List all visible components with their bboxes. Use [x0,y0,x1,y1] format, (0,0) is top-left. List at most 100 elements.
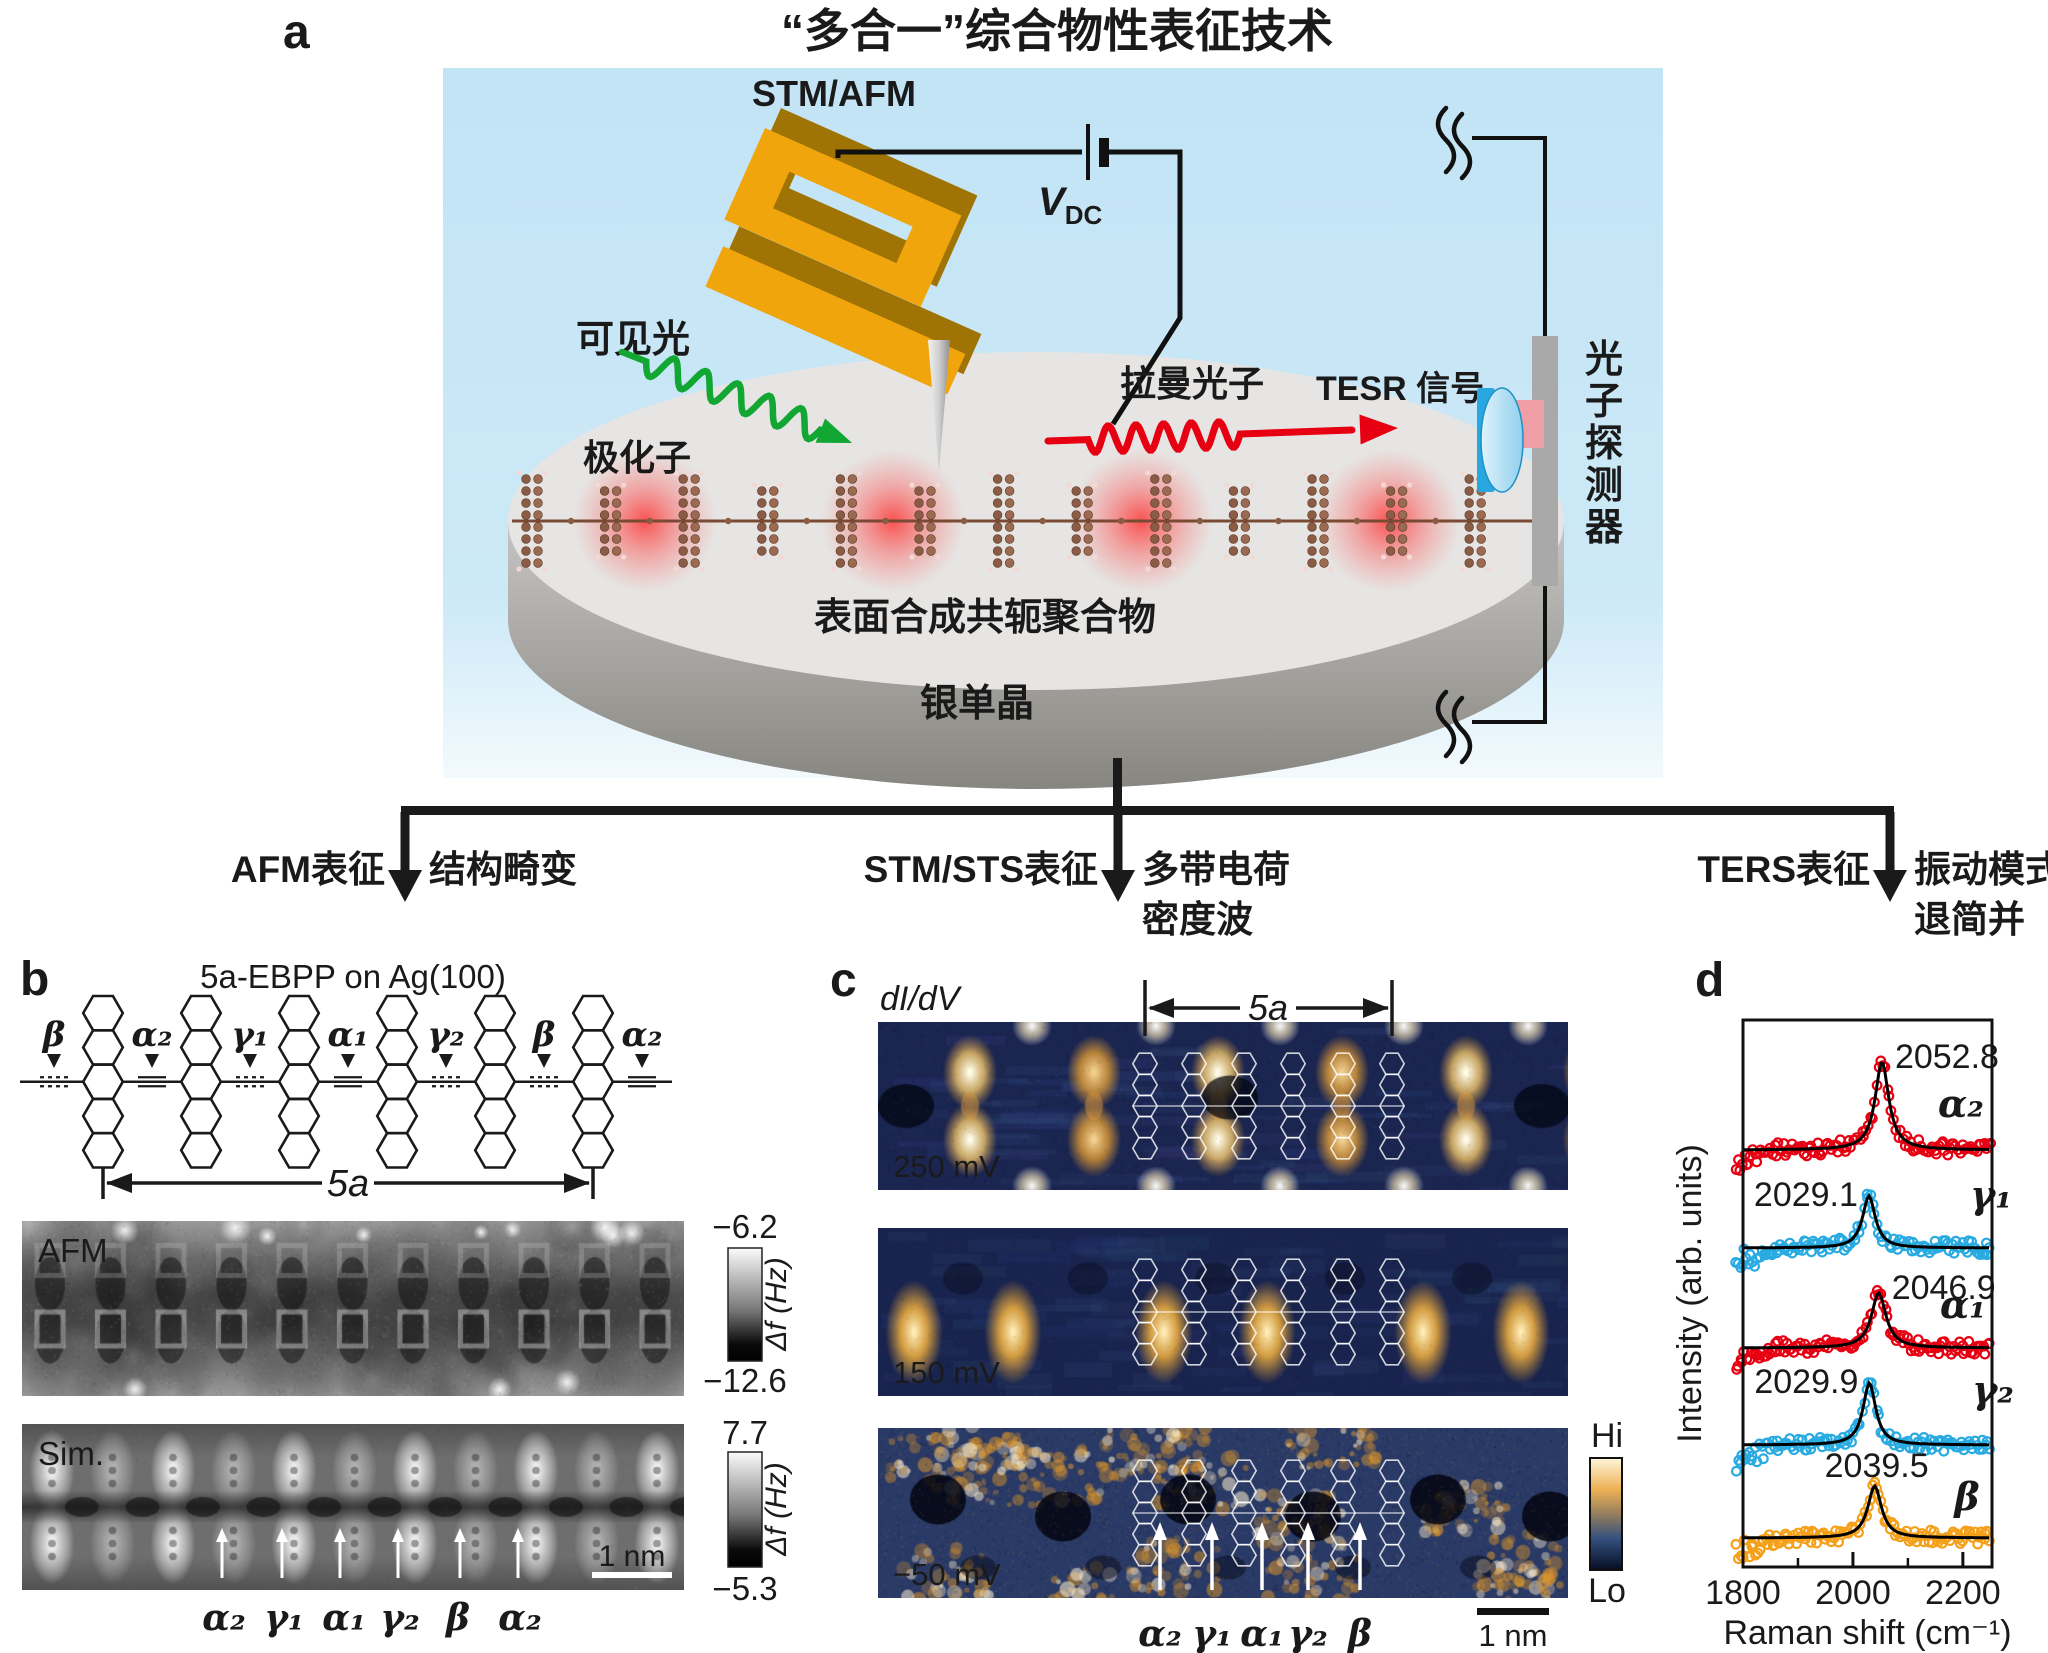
b-site-label: γ₁ [264,1597,304,1639]
branch-arrowhead [388,870,422,902]
overlay-ring [1131,1052,1159,1076]
spectrum-5: 2039.5 β [1730,1447,1995,1565]
carbon-atom [1319,498,1329,508]
afm-scale-top: −6.2 [712,1208,777,1245]
bond-label: α₁ [327,1015,368,1055]
hydrogen-atom [1014,566,1020,572]
carbon-atom [1071,534,1081,544]
c-site-label: γ₂ [1288,1613,1328,1653]
carbon-atom [847,474,858,484]
linker-atom [1118,517,1125,525]
b-site-label: γ₂ [380,1597,420,1639]
carbon-atom [1162,546,1172,556]
carbon-atom [1228,510,1239,520]
data-point [1730,1538,1742,1550]
overlay-ring [1279,1115,1307,1139]
overlay-ring [1378,1115,1406,1139]
overlay-ring [1180,1052,1208,1076]
hydrogen-atom [595,482,601,488]
carbon-atom [521,522,531,532]
data-point [1744,1150,1756,1162]
carbon-atom [914,546,924,556]
carbon-atom [835,498,846,508]
carbon-atom [847,510,858,520]
carbon-atom [1464,546,1474,556]
hydrogen-atom [909,554,915,560]
linker-atom [646,517,653,525]
bond-label: β [531,1015,556,1055]
c-dim-arrowhead-left [1148,998,1174,1018]
data-point [1881,1514,1892,1526]
silver-crystal-label: 银单晶 [920,683,1034,725]
probe-label: STM/AFM [752,73,916,114]
hydrogen-atom [1249,554,1255,560]
overlay-ring [1230,1522,1258,1546]
carbon-atom [1464,522,1474,532]
carbon-atom [678,498,688,508]
overlay-ring [1180,1279,1208,1303]
branch-arrowhead [1101,870,1135,902]
carbon-atom [1071,546,1081,556]
c-scalebar-label: 1 nm [1479,1618,1548,1653]
overlay-ring [1131,1522,1159,1546]
dim-arrowhead-left [106,1173,132,1193]
carbon-atom [847,546,858,556]
lorentzian-fit [1743,1193,1989,1250]
carbon-atom [533,510,543,520]
carbon-atom [1150,534,1160,544]
benzene-ring [375,994,419,1032]
overlay-ring [1378,1543,1406,1567]
carbon-atom [769,522,779,532]
branch-method-afm: AFM表征 [231,849,385,890]
hydrogen-atom [1014,470,1020,476]
carbon-atom [1385,510,1396,520]
overlay-ring [1180,1342,1208,1366]
carbon-atom [533,558,543,568]
raman-photons-label: 拉曼光子 [1120,363,1264,404]
carbon-atom [1240,486,1251,496]
overlay-ring [1131,1136,1159,1160]
carbon-atom [1004,534,1015,544]
branch-result-afm: 结构畸变 [429,849,577,890]
carbon-atom [1162,498,1172,508]
carbon-atom [769,498,779,508]
visible-light-wave [618,348,830,443]
carbon-atom [1476,522,1486,532]
data-point [1751,1156,1763,1168]
branch-arrow-shaft [400,812,410,872]
battery-icon [1086,124,1109,180]
overlay-ring [1329,1073,1357,1097]
carbon-atom [599,534,610,544]
data-point [1979,1348,1991,1360]
carbon-atom [992,486,1003,496]
chemical-structure [20,994,672,1169]
overlay-ring [1180,1258,1208,1282]
carbon-atom [1162,558,1172,568]
overlay-ring [1131,1321,1159,1345]
carbon-atom [1240,522,1251,532]
branch-result-ters-2: 退简并 [1914,899,2025,940]
overlay-ring [1329,1522,1357,1546]
carbon-atom [1464,474,1474,484]
colorbar-hi: Hi [1591,1417,1623,1455]
benzene-ring [179,1131,223,1169]
overlay-ring [1230,1459,1258,1483]
hydrogen-atom [1328,470,1334,476]
overlay-ring [1230,1073,1258,1097]
carbon-atom [1307,534,1317,544]
series-label: β [1952,1474,1979,1519]
carbon-atom [1397,522,1408,532]
carbon-atom [835,474,846,484]
overlay-ring [1230,1136,1258,1160]
molecule-overlay [1131,1258,1406,1366]
overlay-ring [1378,1459,1406,1483]
benzene-ring [375,1097,419,1135]
bias-m50mv: −50 mV [893,1557,1001,1592]
carbon-atom [1319,534,1329,544]
carbon-atom [1476,510,1486,520]
carbon-atom [926,486,936,496]
spectrum-2: 2029.1 γ₁ [1730,1172,2012,1273]
carbon-atom [690,498,700,508]
carbon-atom [678,546,688,556]
